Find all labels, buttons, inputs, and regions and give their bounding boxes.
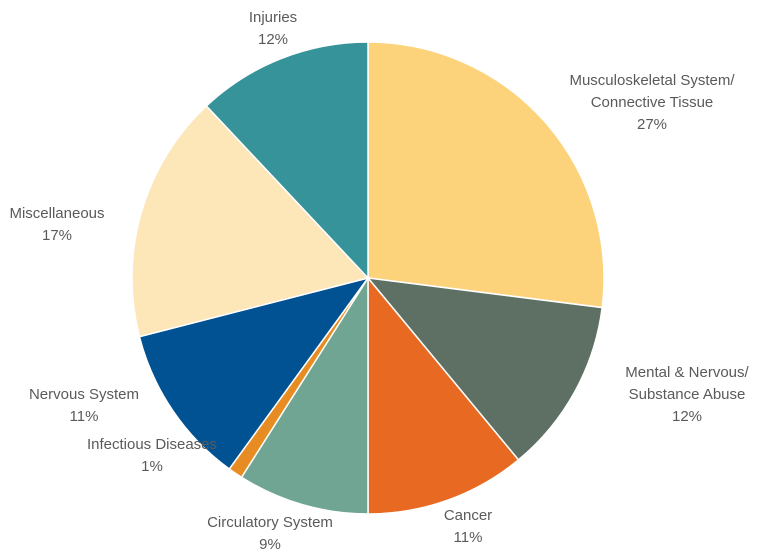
slice-value-label: 17% [42,227,72,244]
slice-value-label: 9% [259,536,281,553]
pie-slice [366,277,603,461]
slice-value-label: 1% [141,458,163,475]
pie-slice [367,275,520,515]
pie-slice [240,275,369,515]
pie-slice [205,41,369,280]
slice-value-label: 12% [258,31,288,48]
slice-category-label: Nervous System [29,386,139,403]
slice-category-label: Cancer [444,507,492,524]
labels-layer: Musculoskeletal System/Connective Tissue… [9,9,749,553]
slices-layer [131,41,605,515]
slice-value-label: 11% [70,408,99,425]
slice-category-label: Musculoskeletal System/ [569,72,735,89]
slice-value-label: 27% [637,116,667,133]
slice-category-label: Connective Tissue [591,94,714,111]
pie-slice [131,104,370,338]
slice-category-label: Infectious Diseases [87,436,217,453]
slice-category-label: Mental & Nervous/ [625,364,749,381]
slice-value-label: 12% [672,408,702,425]
slice-category-label: Substance Abuse [629,386,746,403]
pie-slice [367,41,605,309]
pie-slice [138,276,370,470]
slice-category-label: Miscellaneous [9,205,104,222]
slice-category-label: Injuries [249,9,297,26]
slice-category-label: Circulatory System [207,514,333,531]
slice-value-label: 11% [454,529,483,546]
